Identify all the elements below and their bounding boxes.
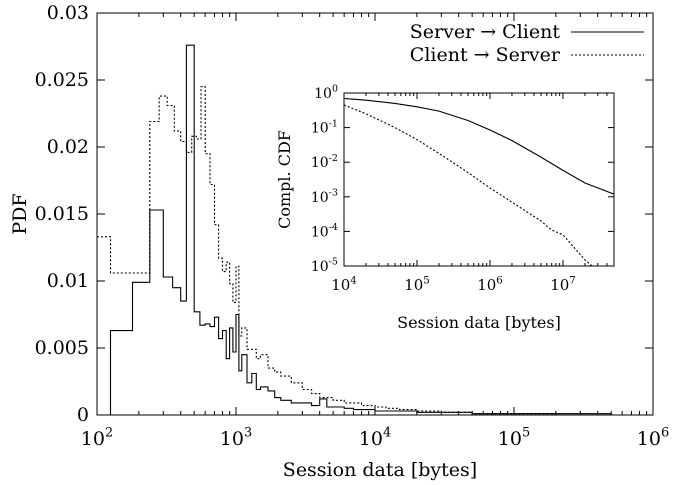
inset-x-tick-label-base: 10 bbox=[331, 276, 350, 294]
inset-y-tick-label-base: 10 bbox=[311, 121, 329, 137]
y-tick-label: 0.02 bbox=[47, 136, 89, 158]
y-axis-label: PDF bbox=[9, 193, 31, 234]
x-tick-label-exponent: 5 bbox=[522, 425, 530, 440]
inset-y-tick-label: 10-3 bbox=[311, 188, 338, 206]
y-tick-label: 0.03 bbox=[47, 2, 89, 24]
inset-x-tick-label-base: 10 bbox=[550, 276, 569, 294]
inset-y-tick-label: 100 bbox=[314, 84, 338, 102]
x-tick-label-base: 10 bbox=[359, 428, 383, 450]
x-tick-label-base: 10 bbox=[81, 428, 105, 450]
y-tick-label: 0 bbox=[77, 404, 89, 426]
x-tick-label: 102 bbox=[81, 425, 113, 450]
x-tick-label-exponent: 2 bbox=[105, 425, 113, 440]
inset-x-tick-label-exponent: 4 bbox=[350, 275, 356, 286]
inset-series-line-client-to-server bbox=[343, 104, 593, 267]
inset-y-axis-label: Compl. CDF bbox=[275, 130, 294, 229]
inset-y-tick-label-exponent: -1 bbox=[329, 118, 338, 129]
inset-y-tick-label-base: 10 bbox=[311, 224, 329, 240]
inset-x-tick-label-exponent: 7 bbox=[569, 275, 575, 286]
x-axis-label: Session data [bytes] bbox=[283, 459, 477, 481]
inset-y-tick-label-exponent: -3 bbox=[329, 188, 338, 199]
x-tick-label-exponent: 3 bbox=[244, 425, 252, 440]
inset-y-tick-label: 10-1 bbox=[311, 118, 338, 136]
inset-y-tick-label-exponent: -4 bbox=[329, 222, 338, 233]
inset-y-tick-label-base: 10 bbox=[311, 259, 329, 275]
inset-y-tick-label-exponent: -5 bbox=[329, 257, 338, 268]
inset-y-tick-label-base: 10 bbox=[311, 155, 329, 171]
inset-y-tick-label-base: 10 bbox=[311, 190, 329, 206]
x-tick-label: 103 bbox=[220, 425, 252, 450]
legend-label: Client → Server bbox=[410, 44, 561, 66]
x-tick-label-exponent: 6 bbox=[661, 425, 669, 440]
inset-y-tick-label: 10-5 bbox=[311, 257, 338, 275]
inset-y-tick-label-base: 10 bbox=[314, 86, 332, 102]
inset-x-axis-label: Session data [bytes] bbox=[397, 313, 561, 332]
inset-x-tick-label-exponent: 5 bbox=[423, 275, 429, 286]
y-tick-label: 0.015 bbox=[35, 203, 89, 225]
series-line-server-to-client bbox=[97, 44, 612, 416]
inset-x-tick-label-base: 10 bbox=[477, 276, 496, 294]
x-tick-label-base: 10 bbox=[637, 428, 661, 450]
inset-series-line-server-to-client bbox=[343, 97, 615, 195]
inset-x-tick-label: 105 bbox=[404, 275, 430, 294]
inset-x-tick-label-exponent: 6 bbox=[496, 275, 502, 286]
inset-x-tick-label: 106 bbox=[477, 275, 503, 294]
inset-x-tick-label-base: 10 bbox=[404, 276, 423, 294]
inset-y-tick-label: 10-2 bbox=[311, 153, 338, 171]
inset-y-tick-label-exponent: 0 bbox=[332, 84, 338, 95]
inset-background bbox=[274, 85, 624, 335]
inset-y-tick-label-exponent: -2 bbox=[329, 153, 338, 164]
inset-x-tick-label: 107 bbox=[550, 275, 576, 294]
series-line-client-to-server bbox=[97, 86, 557, 415]
x-tick-label: 105 bbox=[498, 425, 530, 450]
inset-x-tick-label: 104 bbox=[331, 275, 357, 294]
x-tick-label-base: 10 bbox=[220, 428, 244, 450]
legend-label: Server → Client bbox=[410, 21, 561, 43]
y-tick-label: 0.025 bbox=[35, 69, 89, 91]
x-tick-label: 104 bbox=[359, 425, 391, 450]
y-tick-label: 0.005 bbox=[35, 337, 89, 359]
x-tick-label: 106 bbox=[637, 425, 669, 450]
inset-y-tick-label: 10-4 bbox=[311, 222, 338, 240]
x-tick-label-exponent: 4 bbox=[383, 425, 391, 440]
y-tick-label: 0.01 bbox=[47, 270, 89, 292]
x-tick-label-base: 10 bbox=[498, 428, 522, 450]
